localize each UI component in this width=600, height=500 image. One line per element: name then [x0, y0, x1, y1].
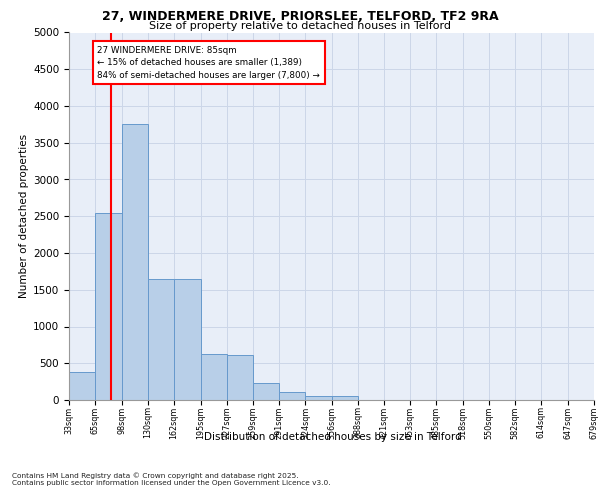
Text: 27, WINDERMERE DRIVE, PRIORSLEE, TELFORD, TF2 9RA: 27, WINDERMERE DRIVE, PRIORSLEE, TELFORD… — [101, 10, 499, 23]
Bar — [174, 280, 200, 400]
Bar — [69, 372, 95, 400]
Bar — [253, 383, 278, 400]
Bar — [227, 355, 253, 400]
Bar — [278, 392, 305, 400]
Y-axis label: Number of detached properties: Number of detached properties — [19, 134, 29, 298]
Bar — [331, 396, 358, 400]
Bar — [200, 354, 227, 400]
Text: Size of property relative to detached houses in Telford: Size of property relative to detached ho… — [149, 21, 451, 31]
Text: 27 WINDERMERE DRIVE: 85sqm
← 15% of detached houses are smaller (1,389)
84% of s: 27 WINDERMERE DRIVE: 85sqm ← 15% of deta… — [97, 46, 320, 80]
Bar — [148, 278, 174, 400]
Bar — [95, 214, 122, 400]
Bar — [122, 124, 148, 400]
Bar — [305, 396, 331, 400]
Text: Contains HM Land Registry data © Crown copyright and database right 2025.
Contai: Contains HM Land Registry data © Crown c… — [12, 472, 331, 486]
Text: Distribution of detached houses by size in Telford: Distribution of detached houses by size … — [204, 432, 462, 442]
